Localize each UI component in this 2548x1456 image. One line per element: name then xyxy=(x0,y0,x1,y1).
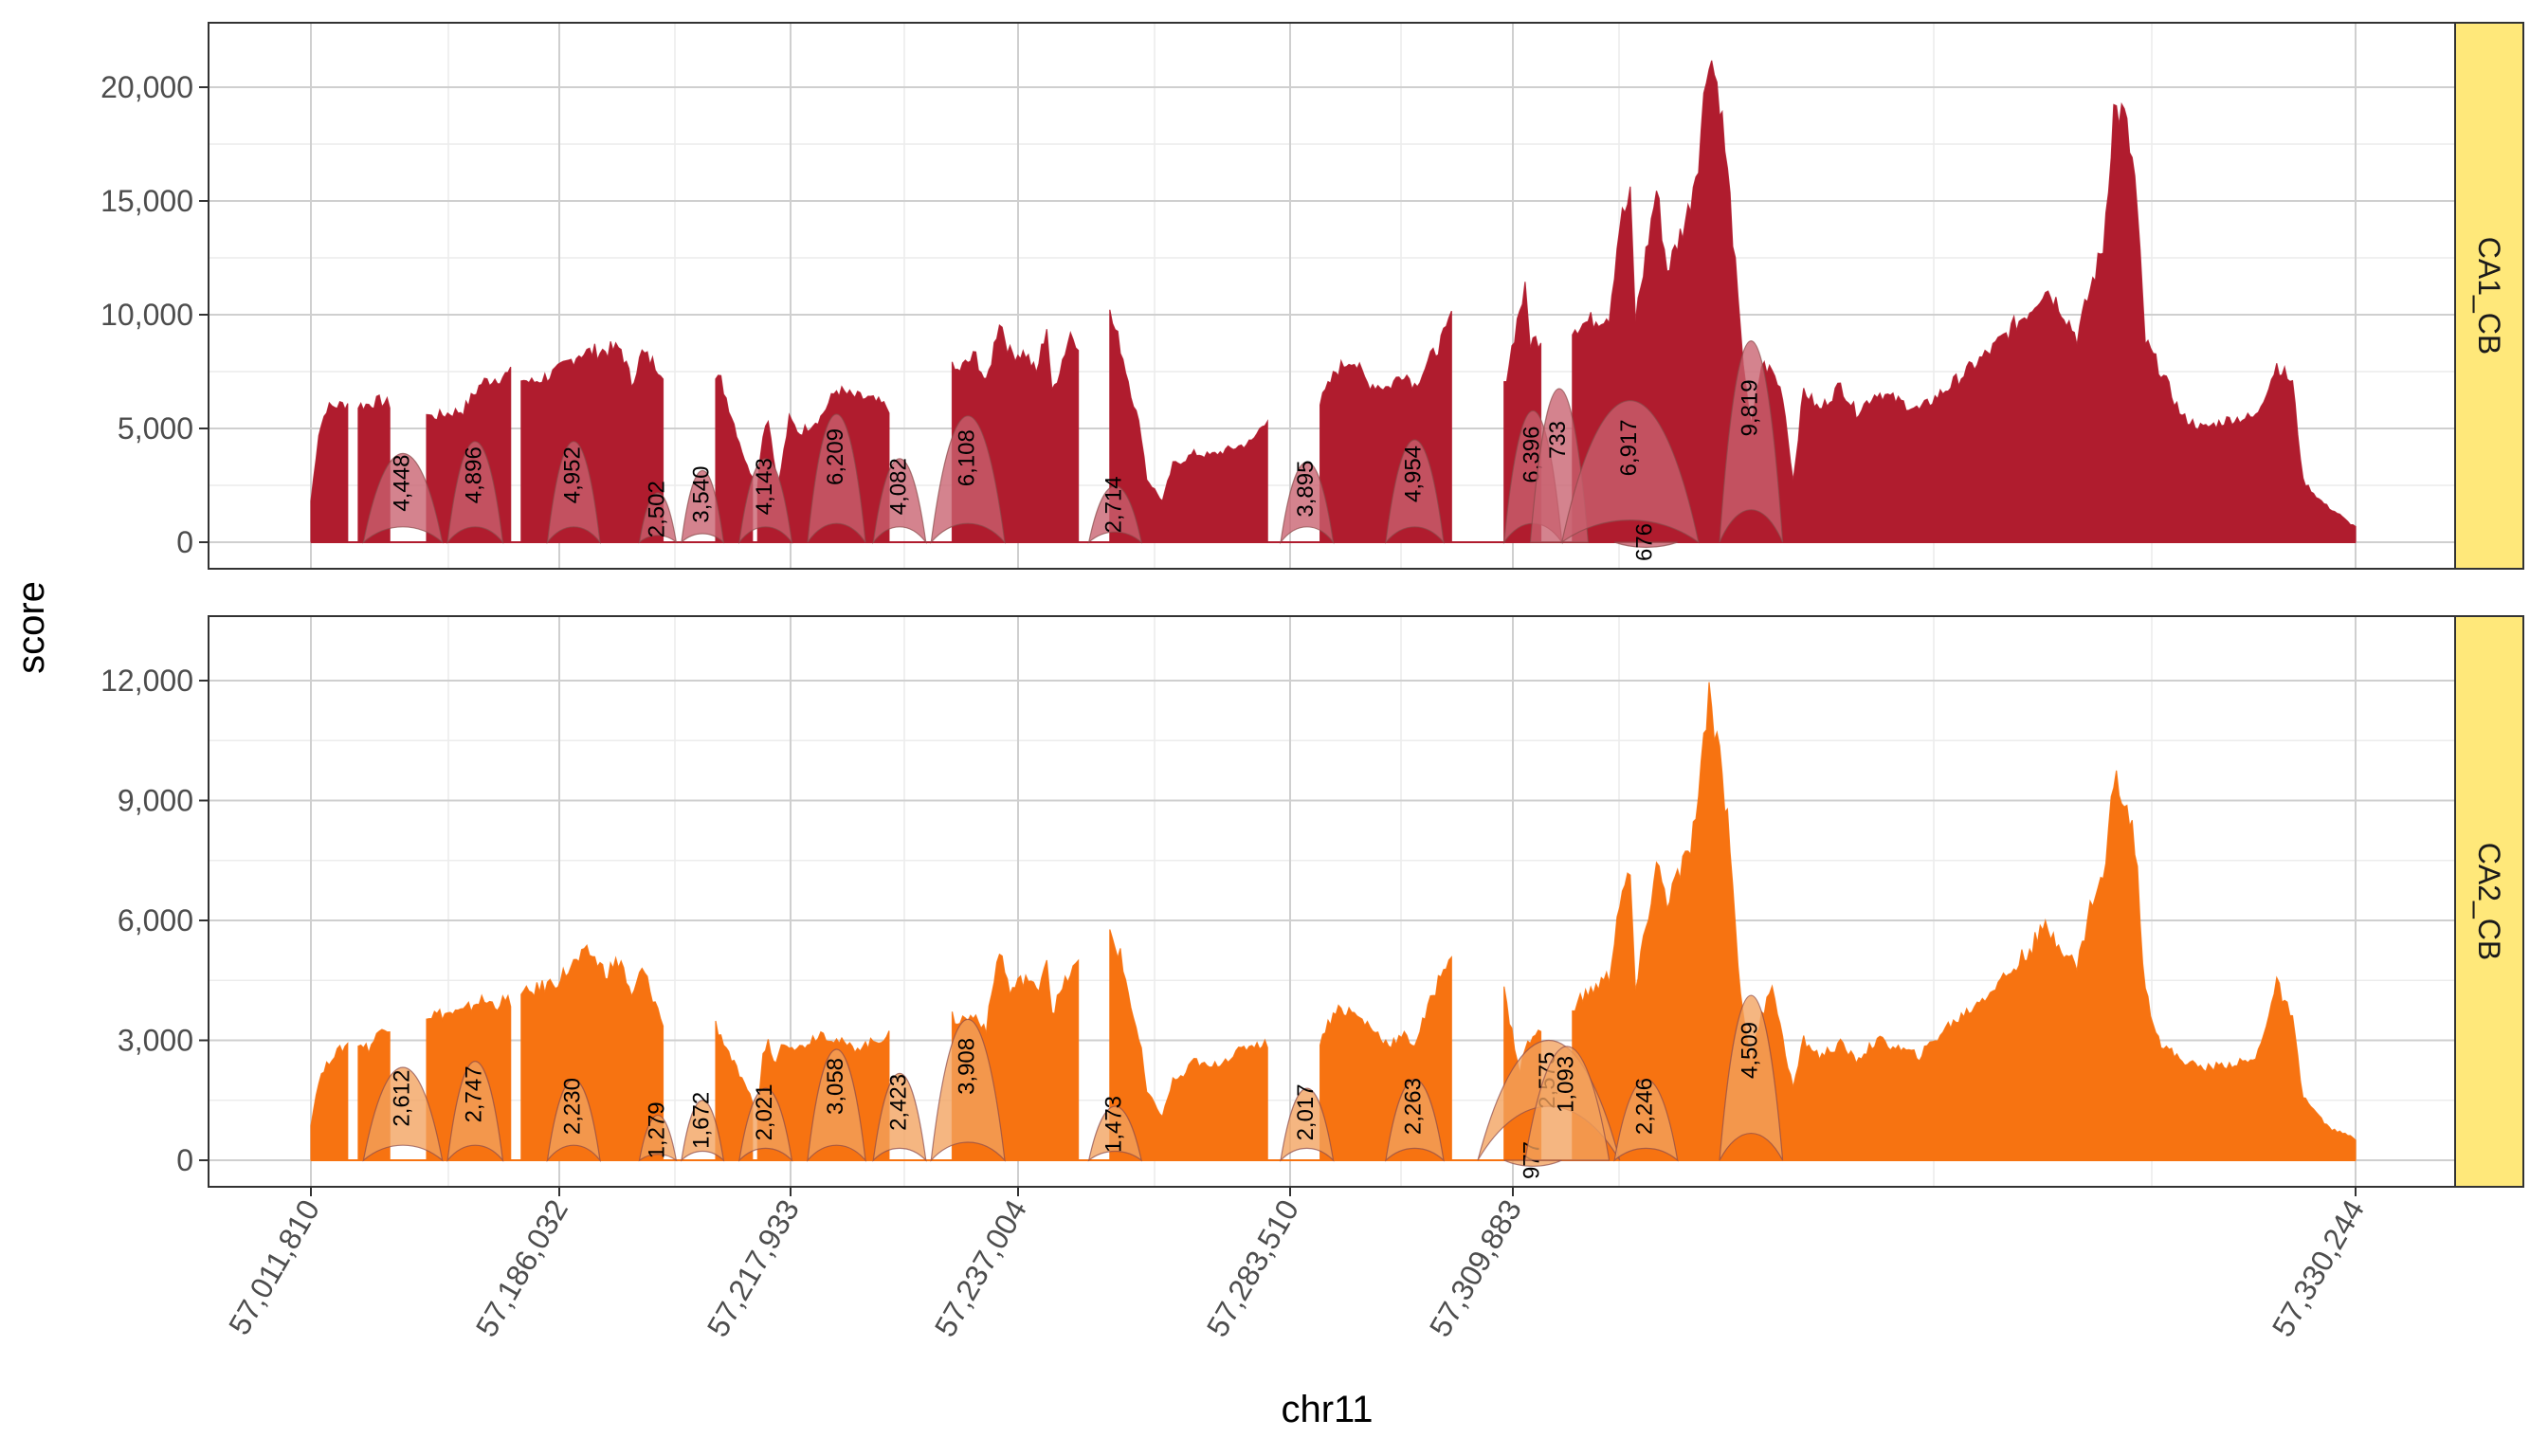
junction-label: 6,108 xyxy=(954,429,979,486)
junction-arc xyxy=(930,1019,1006,1162)
junction-arc xyxy=(738,458,793,545)
junction-arc xyxy=(1613,541,1678,548)
junction-label: 4,509 xyxy=(1738,1022,1763,1079)
junction-label: 2,502 xyxy=(644,481,669,537)
y-tick-label: 6,000 xyxy=(118,903,193,937)
junction-arc xyxy=(546,441,601,545)
junction-arc xyxy=(1280,461,1335,545)
junction-arc xyxy=(1385,1079,1445,1162)
x-tick-label: 57,283,510 xyxy=(1200,1194,1305,1343)
coverage-exon-7 xyxy=(1109,929,1268,1161)
coverage-exon-4 xyxy=(715,374,754,543)
y-tick-label: 20,000 xyxy=(100,70,193,104)
junction-label: 733 xyxy=(1545,421,1571,459)
junction-arc xyxy=(1087,485,1143,544)
junction-label: 6,917 xyxy=(1616,419,1642,476)
x-tick-label: 57,237,004 xyxy=(928,1194,1033,1343)
junction-label: 2,017 xyxy=(1293,1083,1319,1140)
y-tick-label: 3,000 xyxy=(118,1024,193,1058)
junction-label: 4,448 xyxy=(389,455,414,512)
junction-label: 2,021 xyxy=(752,1083,777,1140)
junction-arc xyxy=(1719,994,1784,1161)
junction-arc xyxy=(1385,439,1445,544)
junction-arc xyxy=(1719,340,1784,543)
facet-strip-label: CA1_CB xyxy=(2472,237,2506,355)
junction-arc xyxy=(681,1100,725,1162)
y-tick-label: 10,000 xyxy=(100,298,193,332)
junction-label: 3,908 xyxy=(954,1038,979,1095)
x-tick-label: 57,330,244 xyxy=(2266,1194,2371,1343)
junction-label: 4,082 xyxy=(885,458,911,515)
coverage-exon-0 xyxy=(310,400,349,543)
junction-label: 2,612 xyxy=(389,1070,414,1127)
junction-label: 676 xyxy=(1632,523,1658,561)
coverage-exon-4 xyxy=(715,1020,754,1161)
junction-arc xyxy=(362,1066,444,1162)
junction-arc xyxy=(681,470,725,544)
y-tick-label: 0 xyxy=(176,1143,193,1177)
junction-label: 2,230 xyxy=(560,1078,586,1135)
junction-arc xyxy=(930,415,1006,544)
junction-label: 2,423 xyxy=(885,1074,911,1131)
junction-arc xyxy=(546,1079,601,1163)
junction-label: 1,473 xyxy=(1101,1096,1127,1153)
coverage-exon-0 xyxy=(310,1042,349,1161)
junction-label: 1,093 xyxy=(1554,1056,1579,1113)
junction-label: 3,058 xyxy=(823,1058,848,1115)
y-tick-label: 5,000 xyxy=(118,411,193,446)
x-tick-label: 57,217,933 xyxy=(701,1194,806,1343)
junction-arc xyxy=(1087,1105,1143,1162)
junction-label: 2,747 xyxy=(462,1065,487,1122)
junction-arc xyxy=(638,492,678,544)
junction-label: 4,896 xyxy=(462,446,487,503)
junction-label: 3,895 xyxy=(1293,461,1319,518)
junction-arc xyxy=(362,453,444,544)
y-tick-label: 0 xyxy=(176,525,193,559)
junction-arc xyxy=(446,441,504,545)
junction-label: 9,819 xyxy=(1738,379,1763,436)
y-tick-label: 9,000 xyxy=(118,784,193,818)
junction-arc xyxy=(638,1115,678,1162)
junction-label: 3,540 xyxy=(688,466,714,523)
junction-arc xyxy=(872,1073,927,1162)
facet-strip-label: CA2_CB xyxy=(2472,843,2506,961)
facet-panels: 4,448 4,896 4,952 2,502 3,540 4,143 6,209 4,082… xyxy=(100,22,2524,1188)
junction-label: 4,143 xyxy=(752,458,777,515)
junction-arc xyxy=(872,458,927,545)
facet-strip xyxy=(2454,615,2524,1188)
junction-arc xyxy=(446,1061,504,1162)
facet-ca1-cb: 4,448 4,896 4,952 2,502 3,540 4,143 6,209 4,082… xyxy=(100,22,2524,570)
y-axis-title: score xyxy=(10,581,52,674)
junction-label: 2,714 xyxy=(1101,476,1127,533)
x-axis-title: chr11 xyxy=(1281,1389,1373,1430)
junction-arc xyxy=(1560,400,1700,544)
junction-arc xyxy=(807,413,866,543)
y-tick-label: 15,000 xyxy=(100,184,193,218)
junction-label: 4,952 xyxy=(560,446,586,503)
x-tick-label: 57,011,810 xyxy=(222,1194,326,1341)
junction-arc xyxy=(807,1048,866,1162)
junction-label: 4,954 xyxy=(1401,446,1427,502)
x-tick-label: 57,186,032 xyxy=(469,1194,574,1343)
coverage-exon-3 xyxy=(520,944,664,1161)
coverage-exon-7 xyxy=(1109,309,1268,543)
junction-label: 2,246 xyxy=(1632,1078,1658,1135)
junction-label: 1,672 xyxy=(688,1092,714,1149)
junction-arc xyxy=(738,1087,793,1162)
junction-label: 1,279 xyxy=(644,1101,669,1158)
facet-ca2-cb: 2,612 2,747 2,230 1,279 1,672 2,021 3,058 2,423… xyxy=(100,615,2524,1188)
junction-arc xyxy=(1613,1079,1679,1162)
junction-label: 2,263 xyxy=(1401,1078,1427,1135)
junction-arc xyxy=(1280,1087,1335,1162)
y-tick-label: 12,000 xyxy=(100,664,193,698)
facet-strip xyxy=(2454,22,2524,570)
x-axis: 57,011,810 57,186,032 57,217,933 57,237,004… xyxy=(222,1187,2371,1342)
junction-arc xyxy=(1524,1046,1611,1161)
junction-label: 6,209 xyxy=(823,428,848,485)
x-tick-label: 57,309,883 xyxy=(1423,1194,1528,1343)
